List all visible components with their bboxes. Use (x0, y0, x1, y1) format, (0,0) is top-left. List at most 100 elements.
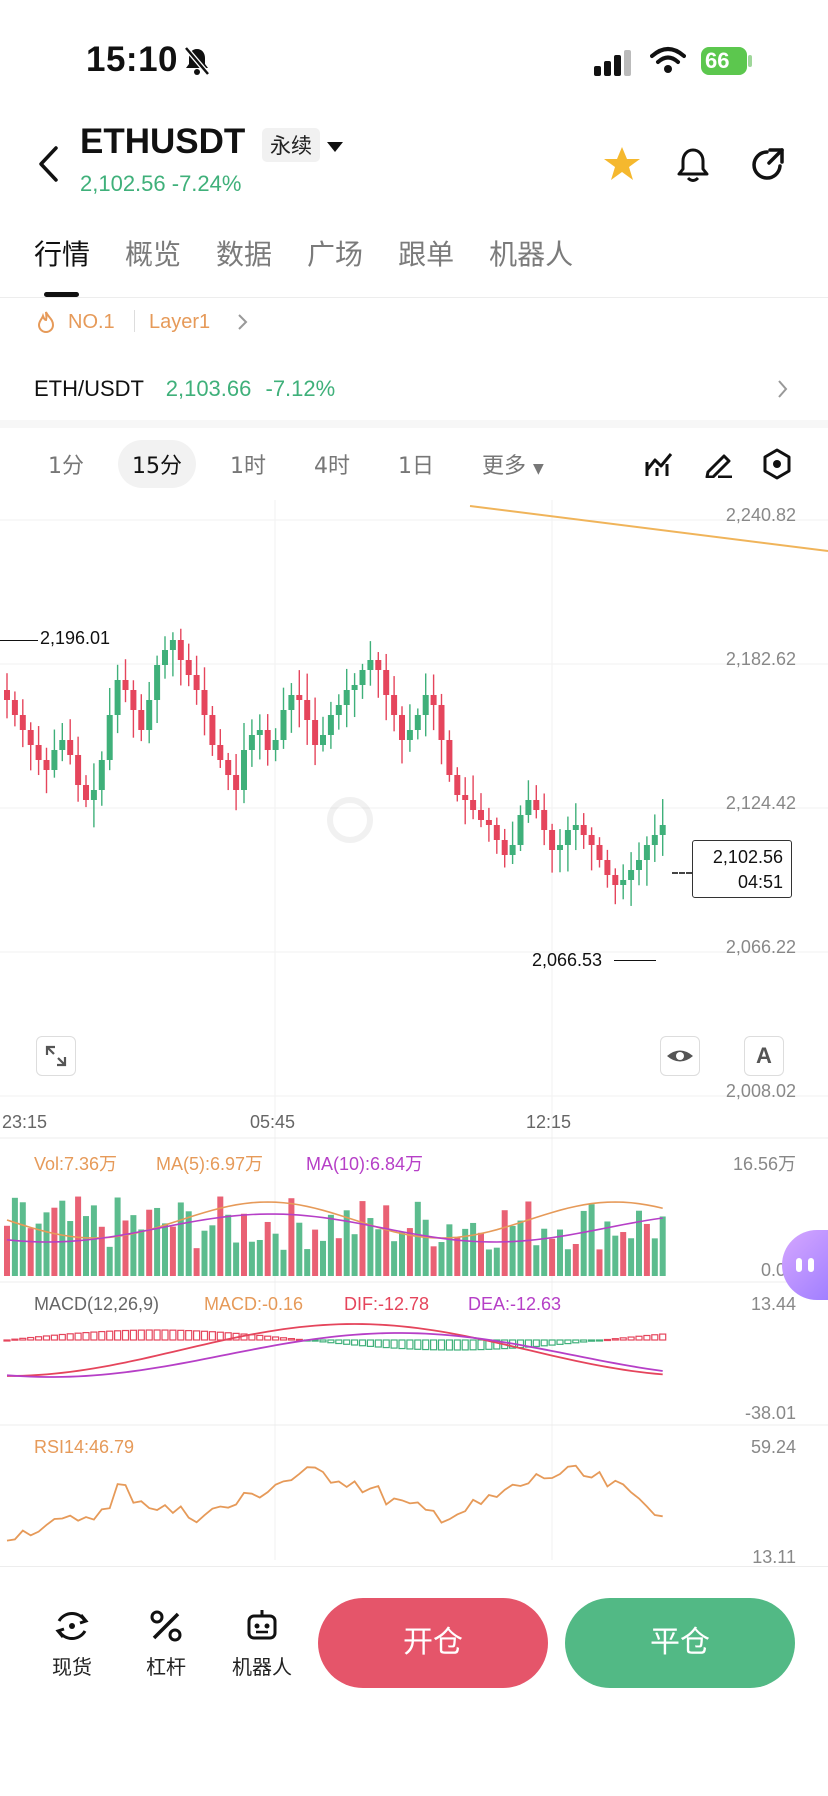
nav-spot[interactable]: 现货 (32, 1606, 112, 1680)
candle-body (430, 695, 437, 705)
candle-body (628, 870, 635, 880)
macd-bar (659, 1333, 667, 1341)
nav-leverage[interactable]: 杠杆 (126, 1606, 206, 1680)
macd-bar (580, 1339, 588, 1343)
macd-bar (106, 1330, 114, 1341)
candle-body (146, 700, 153, 730)
tab-copy-trade[interactable]: 跟单 (398, 238, 455, 271)
timeframe-1h[interactable]: 1时 (230, 454, 266, 479)
visibility-button[interactable] (660, 1036, 700, 1076)
price-axis-label: 2,124.42 (725, 793, 796, 813)
candle-body (296, 695, 303, 700)
volume-bar (335, 1238, 342, 1276)
macd-bar (572, 1339, 580, 1344)
favorite-star-icon[interactable] (603, 146, 641, 186)
share-icon[interactable] (750, 146, 786, 186)
macd-bar (177, 1329, 185, 1341)
volume-bar (588, 1204, 595, 1276)
macd-bar (216, 1331, 224, 1341)
close-position-button[interactable]: 平仓 (565, 1598, 795, 1688)
timeframe-more[interactable]: 更多 ▼ (468, 440, 558, 488)
tab-bot[interactable]: 机器人 (489, 238, 574, 271)
volume-bar (154, 1207, 161, 1276)
candle-body (454, 775, 461, 795)
volume-bar (19, 1202, 26, 1276)
fullscreen-button[interactable] (36, 1036, 76, 1076)
kline-chart[interactable] (0, 500, 828, 1560)
caret-down-icon: ▼ (533, 461, 544, 477)
macd-bar (430, 1339, 438, 1351)
dif-legend: DIF:-12.78 (344, 1294, 430, 1314)
candle-body (106, 715, 113, 760)
tab-market[interactable]: 行情 (34, 238, 91, 271)
battery-icon: 66 (701, 47, 747, 75)
candle-body (59, 740, 66, 750)
macd-axis-max: 13.44 (750, 1294, 796, 1314)
volume-bar (280, 1249, 287, 1276)
tab-square[interactable]: 广场 (307, 238, 364, 271)
watermark-logo (327, 797, 373, 843)
candle-body (122, 680, 129, 690)
volume-bar (327, 1214, 334, 1276)
candle-body (185, 660, 192, 675)
symbol-title[interactable]: ETHUSDT (80, 122, 246, 161)
volume-bar (367, 1218, 374, 1276)
candle-body (67, 740, 74, 755)
back-button[interactable] (36, 145, 60, 187)
volume-bar (4, 1225, 10, 1276)
candle-body (320, 735, 326, 745)
volume-bar (493, 1247, 500, 1276)
tab-overview[interactable]: 概览 (125, 238, 182, 271)
category-tag[interactable]: Layer1 (149, 311, 211, 333)
alert-bell-icon[interactable] (676, 146, 710, 188)
chevron-right-icon[interactable] (238, 314, 248, 334)
assistant-bubble[interactable] (782, 1230, 828, 1300)
timeframe-1d[interactable]: 1日 (398, 454, 434, 479)
macd-bar (153, 1329, 161, 1341)
robot-icon (247, 1610, 277, 1640)
candle-body (177, 640, 184, 660)
timeframe-4h[interactable]: 4时 (314, 454, 350, 479)
nav-spot-label: 现货 (52, 1655, 92, 1679)
candle-body (98, 760, 105, 790)
high-marker-line (0, 640, 38, 641)
draw-pen-icon[interactable] (704, 450, 734, 482)
candle-body (154, 665, 161, 700)
spot-pair-row[interactable]: ETH/USDT 2,103.66 -7.12% (34, 376, 335, 402)
macd-bar (532, 1339, 540, 1348)
auto-scale-button[interactable]: A (744, 1036, 784, 1076)
candle-body (51, 750, 58, 770)
volume-bar (509, 1225, 516, 1276)
volume-bar (470, 1222, 477, 1276)
candle-body (343, 690, 350, 705)
contract-type-badge[interactable]: 永续 (262, 128, 320, 162)
settings-hexagon-icon[interactable] (762, 448, 792, 484)
volume-bar (209, 1225, 216, 1276)
volume-bar (399, 1232, 405, 1276)
tab-data[interactable]: 数据 (216, 238, 273, 271)
volume-bar (343, 1210, 350, 1276)
timeframe-1m[interactable]: 1分 (48, 454, 84, 479)
volume-bar (557, 1229, 563, 1276)
macd-bar (611, 1338, 619, 1341)
macd-bar (469, 1339, 477, 1351)
vol-ma10-legend: MA(10):6.84万 (306, 1154, 424, 1174)
divider (0, 1566, 828, 1567)
nav-bot[interactable]: 机器人 (222, 1606, 302, 1680)
volume-bar (106, 1246, 113, 1276)
volume-bar (533, 1245, 540, 1276)
volume-bar (454, 1237, 461, 1276)
timeframe-15m[interactable]: 15分 (118, 440, 196, 488)
indicator-icon[interactable] (645, 450, 675, 482)
macd-bar (82, 1331, 90, 1341)
candle-body (11, 700, 18, 715)
open-position-button[interactable]: 开仓 (318, 1598, 548, 1688)
rank-tag[interactable]: NO.1 (68, 311, 115, 333)
candle-body (138, 710, 145, 730)
candle-body (288, 695, 295, 710)
caret-down-icon[interactable] (326, 138, 344, 157)
eye-icon (667, 1050, 693, 1062)
macd-bar (390, 1339, 398, 1349)
vol-ma5-legend: MA(5):6.97万 (156, 1154, 264, 1174)
chevron-right-icon[interactable] (778, 380, 788, 402)
